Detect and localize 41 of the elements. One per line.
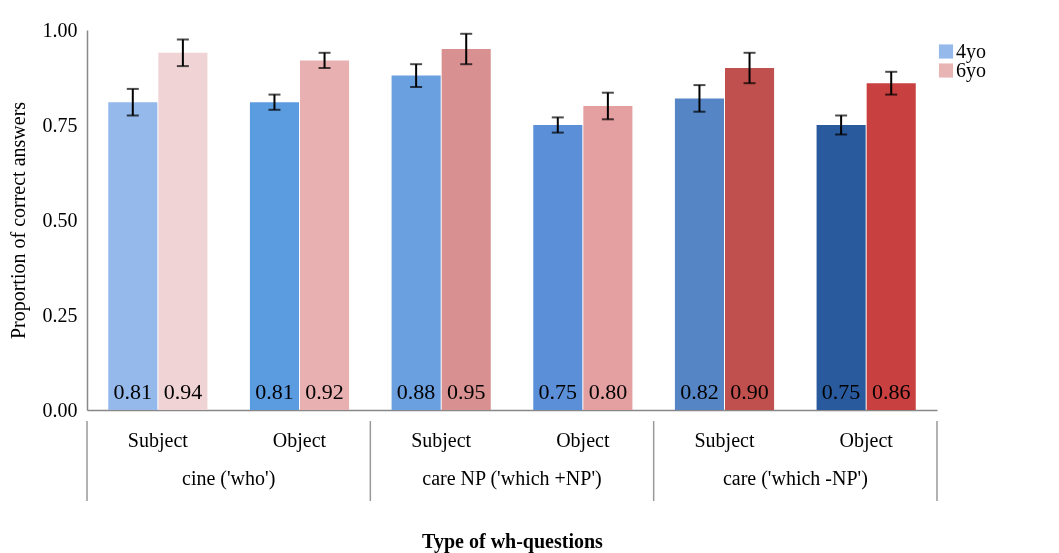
bar [300, 60, 350, 410]
bar [816, 125, 866, 410]
bar [249, 102, 299, 410]
x-axis-title: Type of wh-questions [422, 529, 604, 553]
data-label: 0.86 [871, 379, 911, 404]
bar [108, 102, 158, 410]
data-label: 0.75 [821, 379, 861, 404]
x-tick-label: Subject [411, 429, 472, 452]
data-label: 0.90 [730, 379, 769, 404]
data-label: 0.81 [255, 379, 294, 404]
text: cine ('who') [182, 467, 276, 490]
y-tick-label: 1.00 [42, 18, 78, 41]
x-tick-label: Subject [694, 429, 755, 452]
bar [158, 52, 208, 410]
bar [533, 125, 583, 410]
data-label: 0.94 [163, 379, 203, 404]
y-tick-label: 0.75 [42, 113, 78, 136]
bar [725, 68, 775, 410]
x-tick-label: Object [839, 429, 894, 452]
x-tick-label: Object [556, 429, 610, 452]
bar [583, 106, 633, 410]
x-tick-label: Subject [127, 429, 189, 452]
data-label: 0.88 [396, 379, 436, 404]
data-label: 0.80 [588, 379, 628, 404]
text: care NP ('which +NP') [422, 467, 602, 490]
bar [674, 98, 724, 410]
bar [391, 75, 441, 410]
x-tick-label: Object [272, 429, 327, 452]
text: care ('which -NP') [722, 467, 868, 490]
y-tick-label: 0.50 [42, 208, 78, 231]
bar [866, 83, 916, 410]
data-label: 0.75 [538, 379, 578, 404]
bar [441, 49, 491, 410]
y-tick-label: 0.25 [42, 303, 78, 326]
y-axis-title: Proportion of correct answers [6, 101, 30, 340]
data-label: 0.92 [305, 379, 344, 404]
y-tick-label: 0.00 [42, 398, 78, 421]
legend-label: 4yo [956, 39, 986, 63]
data-label: 0.82 [680, 379, 719, 404]
data-label: 0.95 [446, 379, 486, 404]
data-label: 0.81 [113, 379, 153, 404]
